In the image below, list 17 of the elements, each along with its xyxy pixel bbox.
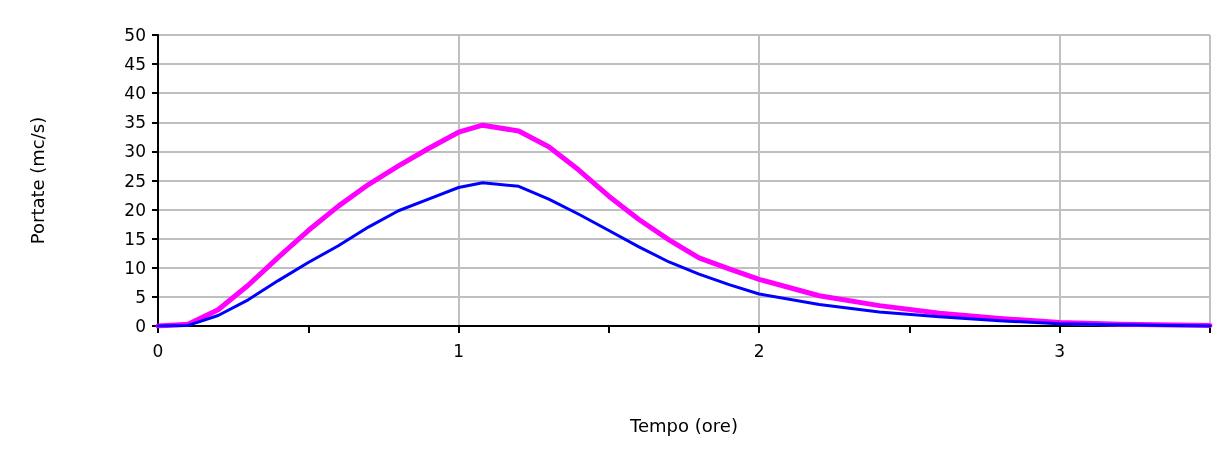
y-tick-label: 15 bbox=[124, 228, 146, 249]
y-tick-label: 10 bbox=[124, 257, 146, 278]
x-tick-label: 3 bbox=[1054, 340, 1066, 361]
y-tick-label: 40 bbox=[124, 83, 146, 104]
y-axis-title: Portate (mc/s) bbox=[26, 116, 48, 245]
y-tick-label: 45 bbox=[124, 54, 146, 75]
x-tick-label: 0 bbox=[152, 340, 164, 361]
x-axis-title: Tempo (ore) bbox=[629, 414, 738, 436]
y-tick-label: 25 bbox=[124, 170, 146, 191]
y-tick-label: 30 bbox=[124, 141, 146, 162]
x-tick-label: 2 bbox=[753, 340, 765, 361]
y-tick-label: 0 bbox=[135, 316, 146, 336]
y-tick-label: 20 bbox=[124, 199, 146, 220]
x-tick-label: 1 bbox=[453, 340, 464, 361]
y-tick-label: 50 bbox=[124, 25, 146, 45]
y-tick-label: 5 bbox=[135, 286, 146, 307]
y-tick-label: 35 bbox=[124, 112, 146, 133]
